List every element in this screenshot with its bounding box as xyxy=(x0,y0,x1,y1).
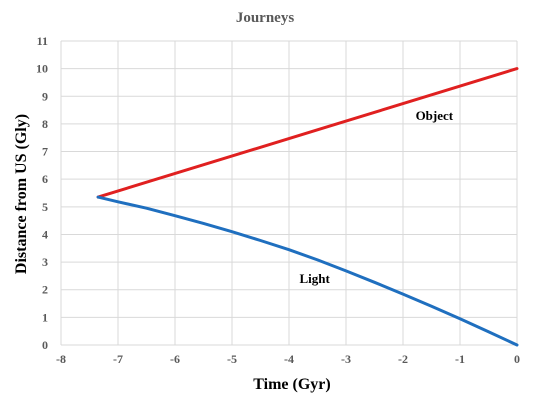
series-label-object: Object xyxy=(416,108,454,123)
y-tick-label: 6 xyxy=(42,172,48,186)
grid xyxy=(60,40,518,346)
x-tick-label: -6 xyxy=(170,352,180,366)
series-line-light xyxy=(96,195,519,347)
y-tick-label: 7 xyxy=(42,145,48,159)
chart-title: Journeys xyxy=(236,10,295,26)
y-tick-label: 11 xyxy=(37,34,48,48)
series-labels: Object Light xyxy=(299,108,453,286)
y-tick-label: 2 xyxy=(42,283,48,297)
y-tick-label: 1 xyxy=(42,310,48,324)
x-tick-label: -1 xyxy=(455,352,465,366)
y-tick-label: 9 xyxy=(42,89,48,103)
series-label-light: Light xyxy=(299,271,330,286)
x-tick-label: 0 xyxy=(514,352,520,366)
y-axis-label: Distance from US (Gly) xyxy=(13,114,30,274)
x-tick-label: -7 xyxy=(113,352,123,366)
x-tick-label: -3 xyxy=(341,352,351,366)
x-axis-ticks: -8 -7 -6 -5 -4 -3 -2 -1 0 xyxy=(56,352,520,366)
y-tick-label: 5 xyxy=(42,200,48,214)
x-tick-label: -8 xyxy=(56,352,66,366)
x-axis-label: Time (Gyr) xyxy=(253,376,330,393)
y-axis-ticks: 0 1 2 3 4 5 6 7 8 9 10 11 xyxy=(36,34,48,352)
x-tick-label: -4 xyxy=(284,352,294,366)
y-tick-label: 3 xyxy=(42,255,48,269)
x-tick-label: -5 xyxy=(227,352,237,366)
x-tick-label: -2 xyxy=(398,352,408,366)
y-tick-label: 10 xyxy=(36,62,48,76)
y-tick-label: 4 xyxy=(42,227,48,241)
series-line-object xyxy=(96,67,519,199)
y-tick-label: 8 xyxy=(42,117,48,131)
y-tick-label: 0 xyxy=(42,338,48,352)
series-lines xyxy=(96,67,519,347)
